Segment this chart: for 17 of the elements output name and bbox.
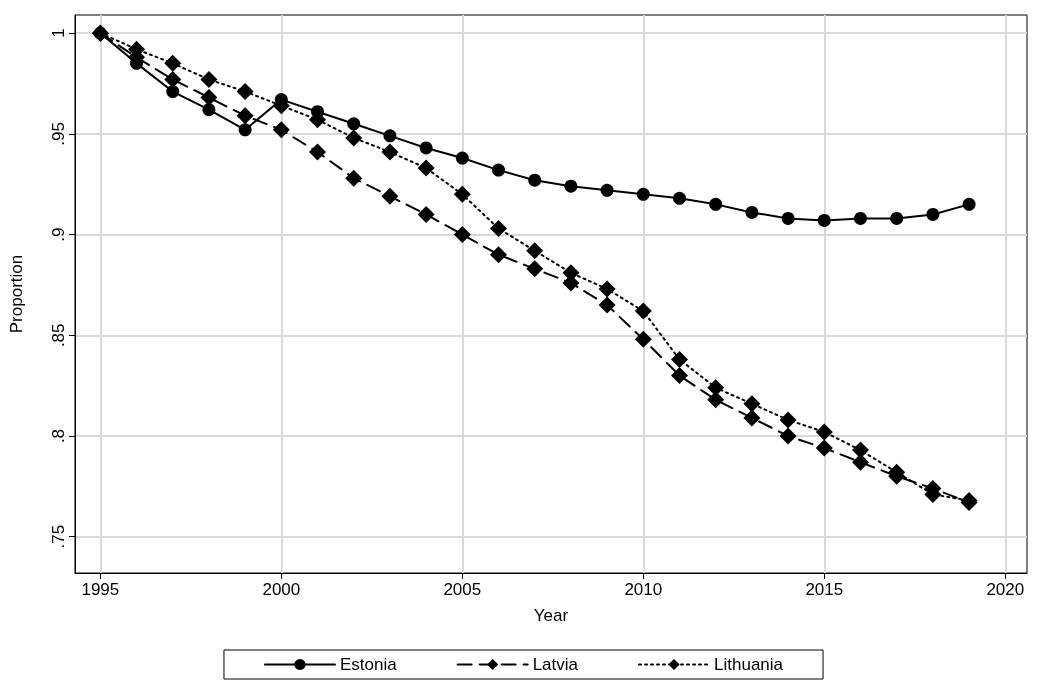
y-tick-label: .85 [49,323,68,348]
x-tick-label: 2015 [805,580,844,599]
x-tick-label: 2010 [624,580,663,599]
x-tick-label: 2020 [986,580,1025,599]
legend-label: Estonia [339,655,398,674]
legend-label: Latvia [532,655,579,674]
y-tick-label: .9 [49,227,68,242]
x-tick-label: 2005 [443,580,482,599]
y-tick-label: 1 [49,28,68,38]
x-axis-title: Year [533,606,569,625]
y-tick-label: .8 [49,428,68,444]
legend-label: Lithuania [714,655,784,674]
x-tick-label: 1995 [81,580,120,599]
x-tick-label: 2000 [262,580,301,599]
y-axis-title: Proportion [7,254,26,334]
y-tick-label: .95 [49,122,68,146]
y-tick-label: .75 [49,524,68,549]
